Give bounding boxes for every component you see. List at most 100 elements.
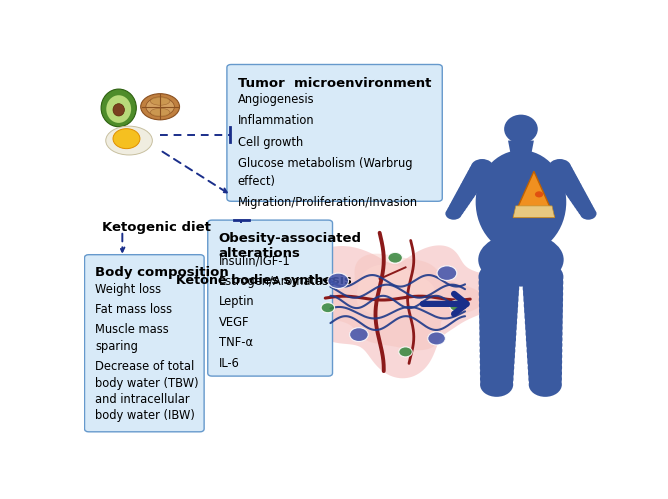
Circle shape	[328, 273, 349, 288]
Circle shape	[553, 166, 574, 182]
Text: and intracellular: and intracellular	[96, 393, 190, 406]
Circle shape	[568, 190, 587, 204]
Circle shape	[447, 204, 464, 217]
Circle shape	[460, 180, 480, 195]
Circle shape	[523, 279, 563, 309]
Circle shape	[456, 187, 476, 201]
Text: TNF-α: TNF-α	[218, 336, 253, 349]
Circle shape	[479, 314, 517, 342]
Text: sparing: sparing	[96, 340, 138, 353]
Text: Leptin: Leptin	[218, 295, 255, 308]
Circle shape	[480, 372, 513, 397]
Circle shape	[524, 285, 563, 314]
Ellipse shape	[146, 97, 174, 116]
Polygon shape	[513, 171, 554, 218]
Text: Decrease of total: Decrease of total	[96, 360, 194, 373]
Circle shape	[349, 328, 368, 341]
Circle shape	[571, 194, 589, 207]
Circle shape	[522, 261, 563, 292]
Ellipse shape	[488, 385, 504, 392]
Text: Angiogenesis: Angiogenesis	[238, 92, 315, 106]
Circle shape	[528, 366, 562, 391]
Ellipse shape	[150, 108, 170, 117]
Circle shape	[451, 197, 469, 211]
Polygon shape	[356, 264, 435, 315]
Circle shape	[522, 273, 563, 303]
Ellipse shape	[106, 95, 131, 123]
Circle shape	[525, 314, 562, 342]
Circle shape	[562, 180, 582, 195]
Circle shape	[478, 261, 520, 292]
Ellipse shape	[141, 94, 180, 120]
Circle shape	[479, 279, 519, 309]
Circle shape	[555, 169, 576, 185]
Circle shape	[527, 343, 562, 369]
Text: Weight loss: Weight loss	[96, 283, 162, 296]
Circle shape	[529, 372, 562, 397]
Circle shape	[522, 267, 563, 298]
Text: effect): effect)	[238, 175, 276, 188]
Text: Migration/Proliferation/Invasion: Migration/Proliferation/Invasion	[238, 196, 418, 209]
FancyBboxPatch shape	[208, 220, 333, 376]
Circle shape	[564, 183, 584, 198]
Circle shape	[526, 326, 562, 353]
Text: Glucose metabolism (Warbrug: Glucose metabolism (Warbrug	[238, 157, 412, 170]
Ellipse shape	[538, 385, 554, 392]
Circle shape	[388, 252, 402, 263]
Text: Muscle mass: Muscle mass	[96, 323, 169, 336]
Ellipse shape	[106, 126, 152, 155]
Circle shape	[526, 320, 562, 347]
Circle shape	[527, 349, 562, 375]
Circle shape	[566, 187, 586, 201]
Circle shape	[462, 176, 482, 192]
Circle shape	[469, 163, 491, 179]
Text: Insulin/IGF-1: Insulin/IGF-1	[218, 254, 291, 267]
Text: VEGF: VEGF	[218, 316, 249, 329]
Circle shape	[449, 201, 466, 214]
Text: Estrogen/Aromatase: Estrogen/Aromatase	[218, 275, 336, 288]
Text: IL-6: IL-6	[218, 357, 240, 370]
Circle shape	[480, 366, 514, 391]
Circle shape	[454, 190, 473, 204]
Circle shape	[479, 285, 518, 314]
Ellipse shape	[150, 97, 170, 105]
Circle shape	[446, 208, 462, 220]
Circle shape	[548, 159, 571, 176]
Circle shape	[479, 291, 518, 320]
Ellipse shape	[504, 115, 538, 143]
Text: Cell growth: Cell growth	[238, 136, 303, 149]
Circle shape	[464, 173, 484, 189]
Circle shape	[450, 300, 465, 311]
Circle shape	[480, 361, 514, 386]
Circle shape	[550, 163, 573, 179]
Circle shape	[480, 326, 516, 353]
Circle shape	[113, 129, 140, 149]
Circle shape	[525, 308, 562, 336]
Circle shape	[560, 176, 580, 192]
Text: body water (IBW): body water (IBW)	[96, 409, 195, 423]
Circle shape	[458, 183, 478, 198]
Circle shape	[321, 303, 335, 313]
FancyBboxPatch shape	[227, 64, 442, 201]
Polygon shape	[508, 141, 534, 154]
Text: Body composition: Body composition	[96, 266, 229, 279]
Circle shape	[479, 302, 518, 331]
Circle shape	[399, 347, 412, 357]
Ellipse shape	[582, 210, 595, 218]
Ellipse shape	[478, 233, 564, 286]
Circle shape	[479, 296, 518, 325]
Text: Ketogenic diet: Ketogenic diet	[102, 221, 210, 234]
Polygon shape	[300, 246, 509, 378]
Circle shape	[524, 291, 563, 320]
Ellipse shape	[447, 210, 460, 218]
Circle shape	[479, 308, 517, 336]
Circle shape	[478, 267, 520, 298]
Circle shape	[524, 296, 563, 325]
Circle shape	[479, 273, 519, 303]
Circle shape	[453, 194, 471, 207]
Circle shape	[557, 173, 578, 189]
Circle shape	[535, 191, 543, 198]
Circle shape	[573, 197, 591, 211]
Circle shape	[578, 204, 595, 217]
Ellipse shape	[101, 89, 136, 127]
